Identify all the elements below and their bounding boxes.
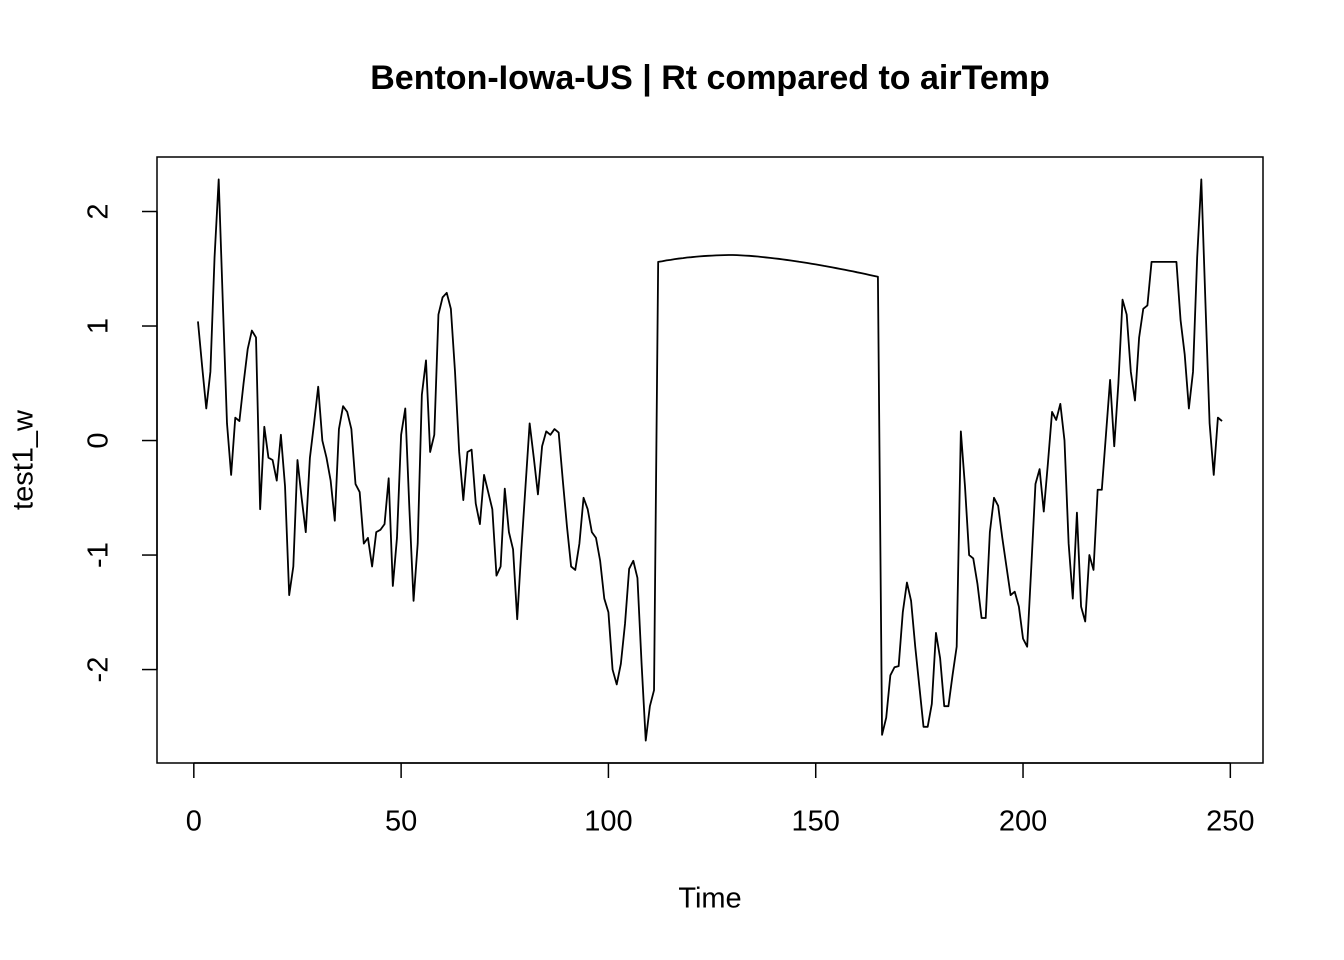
chart-title: Benton-Iowa-US | Rt compared to airTemp (370, 59, 1050, 97)
y-tick-label: 0 (83, 432, 115, 448)
y-tick-label: 2 (83, 203, 115, 219)
x-tick-label: 100 (584, 806, 632, 838)
y-axis-label: test1_w (8, 409, 40, 510)
x-tick-label: 50 (385, 806, 417, 838)
y-tick-label: -2 (83, 657, 115, 683)
x-tick-label: 150 (792, 806, 840, 838)
y-tick-label: 1 (83, 318, 115, 334)
x-axis-label: Time (678, 883, 741, 915)
x-tick-label: 0 (186, 806, 202, 838)
x-tick-label: 250 (1206, 806, 1254, 838)
x-tick-label: 200 (999, 806, 1047, 838)
data-line (197, 178, 1223, 742)
y-tick-label: -1 (83, 542, 115, 568)
